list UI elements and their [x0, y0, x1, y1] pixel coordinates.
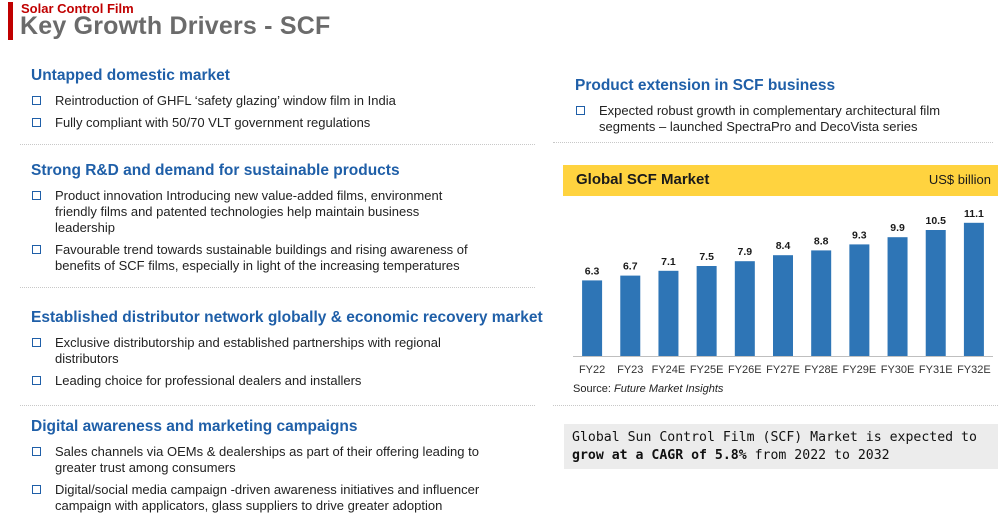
bar-value-label: 7.5 — [699, 251, 714, 263]
bullet-item: Favourable trend towards sustainable bui… — [31, 242, 481, 274]
chart-source: Source: Future Market Insights — [573, 383, 723, 395]
checkbox-bullet-icon — [32, 191, 41, 200]
source-label: Source: — [573, 383, 611, 395]
chart-bar — [773, 255, 793, 356]
callout-text-end: from 2022 to 2032 — [746, 448, 890, 463]
section-heading: Digital awareness and marketing campaign… — [31, 418, 358, 435]
section-divider — [20, 144, 535, 145]
bullet-item: Reintroduction of GHFL ‘safety glazing’ … — [31, 93, 541, 109]
x-tick-label: FY22 — [579, 364, 605, 376]
bar-value-label: 7.1 — [661, 256, 676, 268]
chart-bar — [620, 275, 641, 356]
section-heading: Strong R&D and demand for sustainable pr… — [31, 162, 400, 179]
bar-value-label: 10.5 — [926, 215, 947, 227]
section-untapped-market: Untapped domestic market Reintroduction … — [31, 67, 541, 137]
section-heading: Product extension in SCF business — [575, 77, 836, 94]
bar-value-label: 8.4 — [776, 240, 791, 252]
bullet-list: Expected robust growth in complementary … — [575, 103, 955, 135]
section-divider — [20, 287, 535, 288]
chart-title: Global SCF Market — [576, 171, 710, 188]
bullet-item: Product innovation Introducing new value… — [31, 188, 481, 236]
bullet-item: Fully compliant with 50/70 VLT governmen… — [31, 115, 541, 131]
x-tick-label: FY23 — [617, 364, 643, 376]
bullet-item: Digital/social media campaign -driven aw… — [31, 482, 491, 514]
section-divider — [20, 405, 535, 406]
x-tick-label: FY32E — [957, 364, 991, 376]
checkbox-bullet-icon — [576, 106, 585, 115]
page-title: Key Growth Drivers - SCF — [20, 12, 331, 40]
checkbox-bullet-icon — [32, 245, 41, 254]
x-tick-label: FY30E — [881, 364, 915, 376]
chart-header: Global SCF Market US$ billion — [563, 165, 998, 196]
section-rnd: Strong R&D and demand for sustainable pr… — [31, 162, 481, 280]
bullet-list: Reintroduction of GHFL ‘safety glazing’ … — [31, 93, 541, 131]
chart-bar — [963, 222, 984, 356]
section-distributor-network: Established distributor network globally… — [31, 309, 546, 395]
checkbox-bullet-icon — [32, 485, 41, 494]
bullet-list: Product innovation Introducing new value… — [31, 188, 481, 274]
section-heading: Established distributor network globally… — [31, 309, 543, 326]
x-tick-label: FY27E — [766, 364, 800, 376]
chart-bar — [696, 266, 717, 356]
bullet-item: Sales channels via OEMs & dealerships as… — [31, 444, 491, 476]
bar-value-label: 6.3 — [585, 265, 600, 277]
bar-value-label: 9.9 — [890, 222, 905, 234]
section-divider — [553, 142, 993, 143]
section-divider — [553, 405, 998, 406]
bar-value-label: 11.1 — [964, 208, 984, 220]
x-tick-label: FY25E — [690, 364, 724, 376]
chart-bar — [887, 237, 908, 356]
bullet-item: Leading choice for professional dealers … — [31, 373, 471, 389]
bar-value-label: 7.9 — [738, 246, 753, 258]
x-tick-label: FY28E — [804, 364, 838, 376]
page-subtitle: Solar Control Film — [21, 1, 134, 16]
cagr-callout: Global Sun Control Film (SCF) Market is … — [564, 424, 998, 469]
bullet-item: Exclusive distributorship and establishe… — [31, 335, 471, 367]
source-name: Future Market Insights — [613, 383, 724, 395]
x-tick-label: FY31E — [919, 364, 953, 376]
checkbox-bullet-icon — [32, 447, 41, 456]
chart-bar — [582, 280, 603, 356]
chart-bar — [849, 244, 870, 356]
bar-value-label: 8.8 — [814, 235, 829, 247]
bullet-list: Exclusive distributorship and establishe… — [31, 335, 471, 389]
bullet-list: Sales channels via OEMs & dealerships as… — [31, 444, 491, 514]
x-tick-label: FY29E — [843, 364, 877, 376]
title-accent-bar — [8, 2, 13, 40]
section-product-extension: Product extension in SCF business Expect… — [575, 77, 985, 141]
section-digital-awareness: Digital awareness and marketing campaign… — [31, 418, 491, 520]
chart-bar — [734, 261, 755, 356]
checkbox-bullet-icon — [32, 338, 41, 347]
bar-value-label: 6.7 — [623, 261, 638, 273]
callout-highlight: grow at a CAGR of 5.8% — [572, 448, 747, 463]
x-tick-label: FY24E — [652, 364, 686, 376]
checkbox-bullet-icon — [32, 118, 41, 127]
chart-bar — [811, 250, 832, 356]
bar-chart: 6.3 FY22 6.7 FY23 7.1 FY24E 7.5 FY25E 7.9 FY26E 8.… — [573, 208, 993, 376]
x-tick-label: FY26E — [728, 364, 762, 376]
callout-text: Global Sun Control Film (SCF) Market is … — [572, 430, 977, 445]
section-heading: Untapped domestic market — [31, 67, 230, 84]
chart-bar — [658, 270, 679, 356]
chart-unit-label: US$ billion — [928, 172, 991, 187]
checkbox-bullet-icon — [32, 376, 41, 385]
bullet-item: Expected robust growth in complementary … — [575, 103, 955, 135]
bar-value-label: 9.3 — [852, 229, 867, 241]
checkbox-bullet-icon — [32, 96, 41, 105]
chart-bar — [925, 230, 946, 356]
